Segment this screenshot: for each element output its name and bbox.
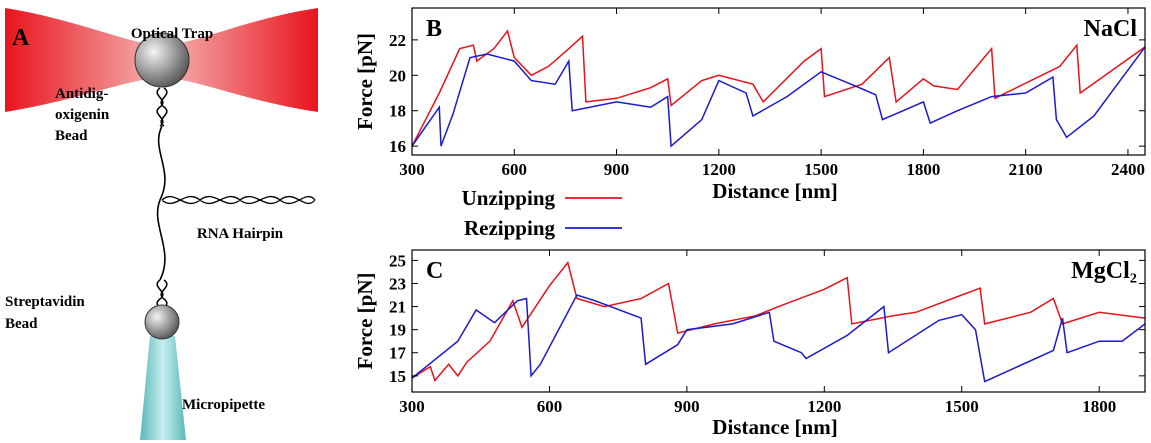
label: Bead [5,316,38,332]
x-tick-label: 1200 [807,397,841,416]
y-tick-label: 22 [389,31,406,50]
y-tick-label: 23 [389,274,406,293]
micropipette [140,336,186,440]
label: RNA Hairpin [197,226,284,242]
panel-label: C [426,258,443,284]
x-tick-label: 1200 [702,160,736,179]
tether [156,125,166,281]
label: Antidig- [55,86,108,102]
label: Micropipette [182,397,265,413]
legend-label: Unzipping [462,186,556,210]
x-tick-label: 300 [399,397,425,416]
y-tick-label: 25 [389,251,406,270]
label: Bead [55,128,88,144]
series-line [412,46,1145,148]
x-tick-label: 300 [399,160,425,179]
y-tick-label: 19 [389,321,406,340]
panel-a: A Optical Trap Antidig- oxigenin Bead RN… [5,8,318,440]
trap-beam [5,8,162,112]
y-tick-label: 17 [389,344,407,363]
x-tick-label: 2400 [1111,160,1145,179]
plot-frame [411,7,1146,156]
y-axis-label: Force [pN] [353,273,377,370]
panel-label: B [426,16,442,42]
series-line [412,261,1145,383]
annotation: NaCl [1084,16,1138,42]
x-tick-label: 900 [604,160,630,179]
streptavidin-bead [144,304,180,340]
x-tick-label: 1500 [804,160,838,179]
x-tick-label: 600 [537,397,563,416]
x-tick-label: 1500 [945,397,979,416]
x-tick-label: 2100 [1009,160,1043,179]
label: Optical Trap [131,26,213,42]
plot-frame [411,249,1146,393]
panel-label: A [12,25,30,51]
y-tick-label: 20 [389,66,406,85]
y-axis-label: Force [pN] [353,33,377,130]
y-tick-label: 15 [389,367,406,386]
x-axis-label: Distance [nm] [712,179,837,203]
legend-label: Rezipping [464,216,556,240]
label: Streptavidin [5,294,85,310]
y-tick-label: 16 [389,137,406,156]
label: oxigenin [55,107,110,123]
x-tick-label: 1800 [906,160,940,179]
x-axis-label: Distance [nm] [712,415,837,439]
x-tick-label: 1800 [1082,397,1116,416]
y-tick-label: 21 [389,298,406,317]
series-line [412,294,1145,383]
x-tick-label: 600 [502,160,528,179]
trap-bead [134,32,190,88]
hairpin [161,195,316,205]
handle [156,87,168,127]
series-line [412,29,1145,147]
trap-beam [162,8,318,112]
annotation: MgCl₂ [1071,258,1137,284]
y-tick-label: 18 [389,102,406,121]
x-tick-label: 900 [674,397,700,416]
